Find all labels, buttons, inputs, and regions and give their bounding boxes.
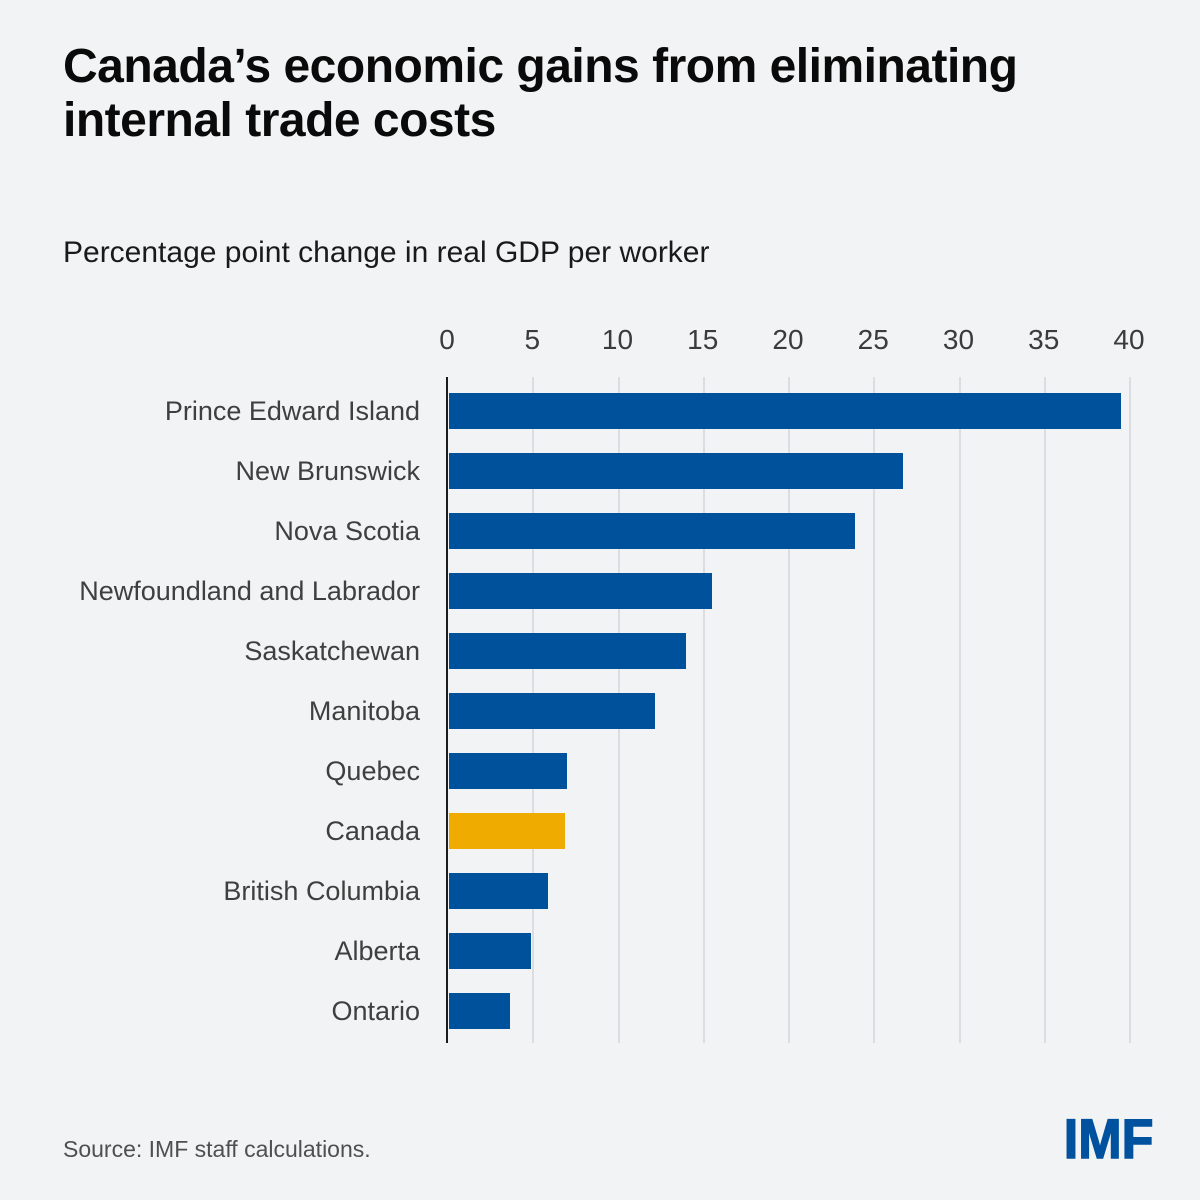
bar <box>449 933 531 969</box>
bar <box>449 753 567 789</box>
category-label: Prince Edward Island <box>164 396 420 426</box>
imf-logo: IMF <box>1063 1106 1154 1171</box>
category-label: Canada <box>325 816 420 846</box>
bar-row: New Brunswick <box>0 441 1200 501</box>
bar-row: Alberta <box>0 921 1200 981</box>
bar <box>449 633 686 669</box>
gridline <box>1043 377 1046 1043</box>
source-note: Source: IMF staff calculations. <box>63 1136 371 1162</box>
x-axis-tick-label: 25 <box>857 324 889 355</box>
x-axis-tick-label: 5 <box>524 324 541 355</box>
x-axis-tick-label: 20 <box>772 324 804 355</box>
bar-row: Canada <box>0 801 1200 861</box>
chart-title-line-1: Canada’s economic gains from eliminating <box>63 40 1018 93</box>
bar <box>449 693 656 729</box>
bar-highlight <box>449 813 565 849</box>
category-label: Saskatchewan <box>244 636 420 666</box>
bar-row: Newfoundland and Labrador <box>0 561 1200 621</box>
bar <box>449 393 1121 429</box>
bar-row: Manitoba <box>0 681 1200 741</box>
chart-title-line-2: internal trade costs <box>63 94 496 147</box>
bar-row: Saskatchewan <box>0 621 1200 681</box>
gridline <box>702 377 705 1043</box>
bar <box>449 453 903 489</box>
x-axis-tick-label: 30 <box>942 324 975 355</box>
chart-title: Canada’s economic gains from eliminating… <box>63 40 1018 148</box>
x-axis-tick-label: 35 <box>1028 324 1060 355</box>
bar <box>449 873 548 909</box>
bar-row: British Columbia <box>0 861 1200 921</box>
bar-row: Prince Edward Island <box>0 381 1200 441</box>
y-axis-line <box>446 377 448 1043</box>
gridline <box>788 377 790 1043</box>
category-label: Nova Scotia <box>274 516 420 546</box>
category-label: New Brunswick <box>235 456 420 486</box>
category-label: Ontario <box>331 996 420 1026</box>
bar <box>449 993 511 1029</box>
bar <box>449 573 712 609</box>
bar-row: Nova Scotia <box>0 501 1200 561</box>
x-axis-tick-label: 15 <box>687 324 719 355</box>
chart-subtitle: Percentage point change in real GDP per … <box>63 236 710 269</box>
bar-row: Ontario <box>0 981 1200 1041</box>
category-label: Alberta <box>334 936 420 966</box>
gridline <box>873 377 876 1043</box>
x-axis-tick-label: 40 <box>1113 324 1145 355</box>
category-label: Newfoundland and Labrador <box>79 576 420 606</box>
bar-row: Quebec <box>0 741 1200 801</box>
bar-rows: Prince Edward Island New Brunswick Nova Sc… <box>0 381 1200 1041</box>
bar <box>449 513 855 549</box>
category-label: British Columbia <box>223 876 420 906</box>
gridline <box>958 377 961 1043</box>
gridline <box>1129 377 1131 1043</box>
x-axis-tick-label: 10 <box>601 324 634 355</box>
x-axis-tick-row: 0 5 10 15 20 25 30 35 40 <box>439 320 1147 356</box>
plot-area: Prince Edward Island New Brunswick Nova Sc… <box>0 377 1200 1043</box>
category-label: Quebec <box>325 756 420 786</box>
category-label: Manitoba <box>308 696 420 726</box>
x-axis-tick-label: 0 <box>439 324 455 355</box>
